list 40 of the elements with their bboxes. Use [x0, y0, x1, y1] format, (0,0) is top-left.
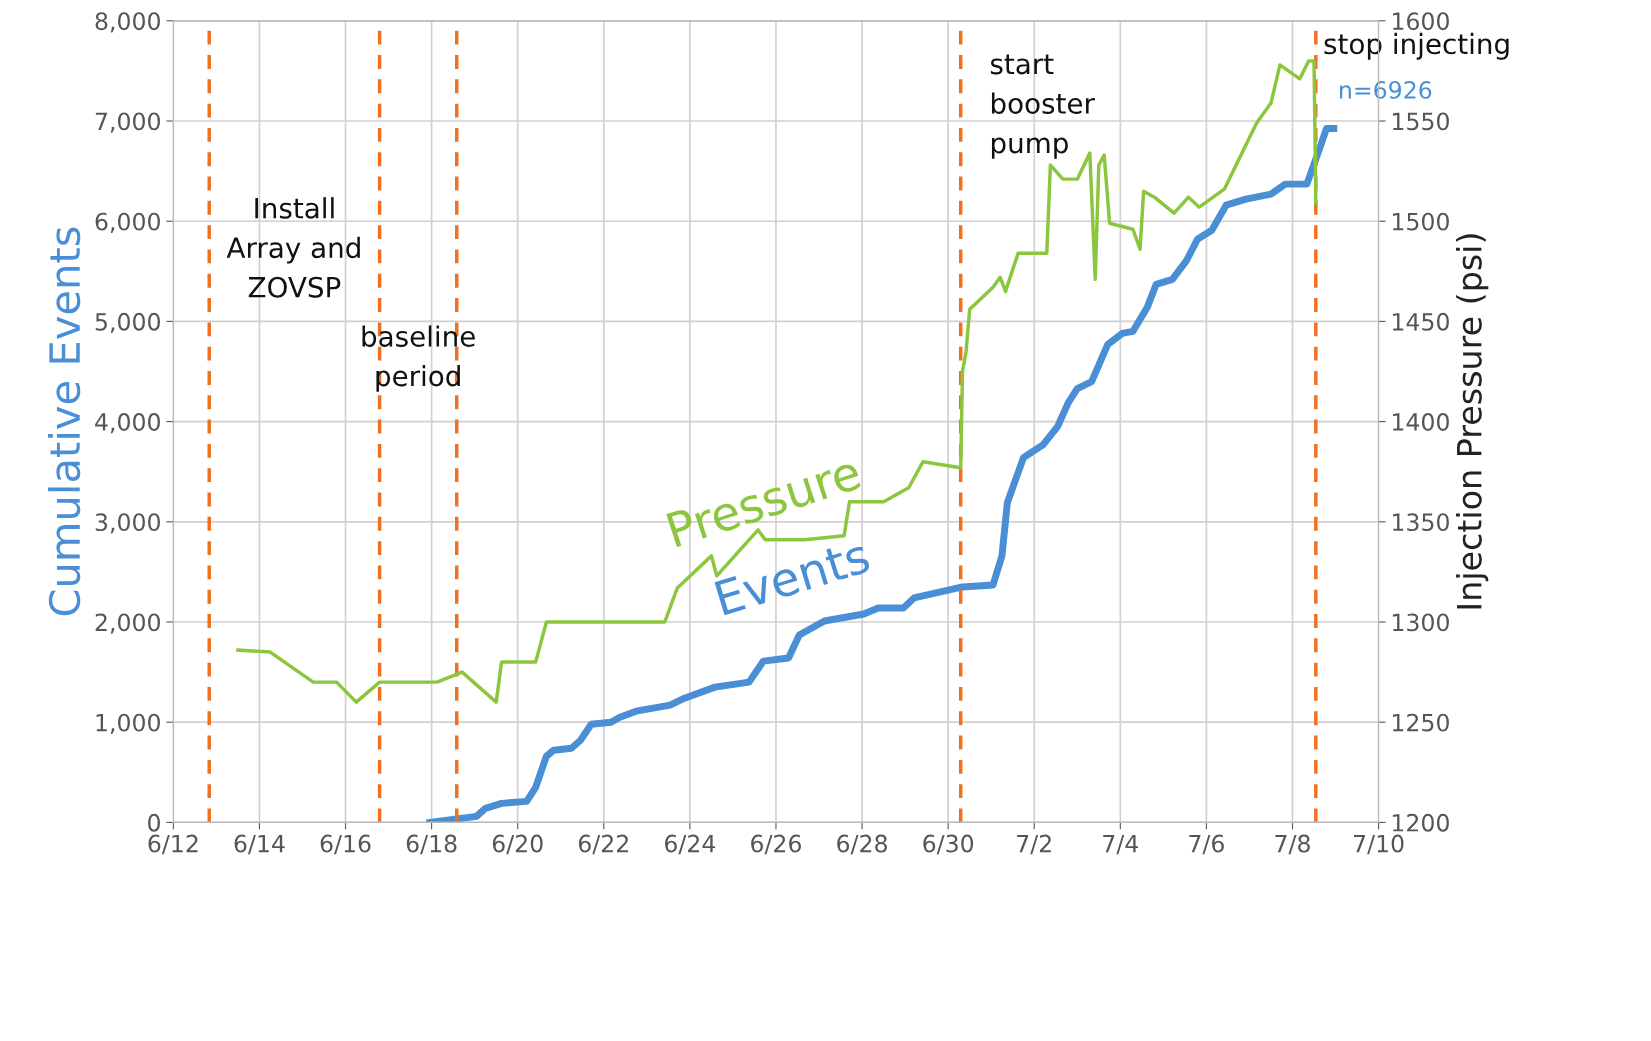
ref-line-label: Install Array and ZOVSP — [226, 197, 360, 298]
y2-tick-label: 1550 — [1392, 112, 1449, 131]
y2-tick-label: 1200 — [1392, 813, 1449, 832]
ref-line-label: stop injecting — [1324, 32, 1509, 60]
x-tick-label: 6/20 — [492, 834, 543, 855]
y2-tick-label: 1350 — [1392, 513, 1449, 532]
y2-tick-label: 1400 — [1392, 413, 1449, 431]
x-tick-label: 7/8 — [1275, 834, 1310, 855]
text: Events — [714, 537, 872, 616]
y-tick-label: 3,000 — [95, 513, 160, 534]
y-tick-label: 7,000 — [95, 112, 160, 133]
annotation: n=6926 — [1340, 81, 1432, 99]
x-tick-label: 7/2 — [1017, 834, 1051, 855]
x-tick-label: 6/28 — [837, 834, 887, 855]
ref-line-label: start booster pump — [990, 54, 1095, 159]
y-tick-label: 1,000 — [96, 713, 160, 734]
y-tick-label: 0 — [148, 813, 160, 832]
y-tick-label: 5,000 — [95, 312, 160, 334]
y2-tick-label: 1300 — [1392, 613, 1449, 632]
y-tick-label: 8,000 — [95, 12, 160, 33]
x-tick-label: 6/14 — [234, 834, 285, 855]
x-tick-label: 6/26 — [751, 834, 801, 855]
y2-tick-label: 1450 — [1392, 312, 1449, 331]
x-tick-label: 6/24 — [665, 834, 716, 855]
x-tick-label: 6/30 — [923, 834, 974, 855]
y-axis-title: Cumulative Events — [48, 227, 81, 616]
y-tick-label: 6,000 — [95, 212, 160, 233]
x-tick-label: 6/12 — [148, 834, 198, 855]
y2-tick-label: 1500 — [1392, 212, 1449, 231]
y2-tick-label: 1600 — [1392, 12, 1449, 31]
y2-axis-title: Injection Pressure (psi) — [1456, 234, 1489, 609]
x-tick-label: 6/22 — [578, 834, 628, 855]
y-tick-label: 2,000 — [95, 613, 160, 634]
x-tick-label: 7/10 — [1354, 834, 1404, 855]
y2-tick-label: 1250 — [1392, 713, 1449, 732]
x-tick-label: 7/6 — [1189, 834, 1224, 855]
x-tick-label: 7/4 — [1103, 834, 1138, 855]
y-tick-label: 4,000 — [95, 413, 160, 434]
x-tick-label: 6/16 — [320, 834, 371, 855]
x-tick-label: 6/18 — [406, 834, 457, 855]
